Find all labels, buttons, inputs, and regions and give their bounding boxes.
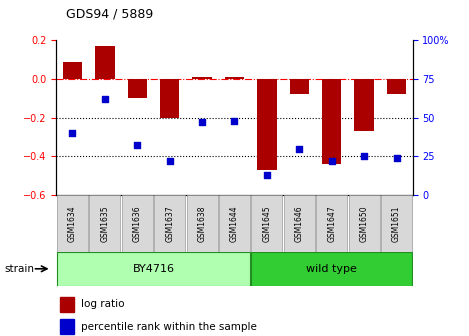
- Text: BY4716: BY4716: [132, 264, 174, 274]
- Bar: [122, 195, 153, 252]
- Bar: [60, 297, 74, 312]
- Bar: [381, 195, 412, 252]
- Bar: [219, 195, 250, 252]
- Text: GSM1634: GSM1634: [68, 205, 77, 242]
- Text: strain: strain: [5, 264, 35, 274]
- Text: GSM1651: GSM1651: [392, 205, 401, 242]
- Text: GSM1636: GSM1636: [133, 205, 142, 242]
- Bar: [89, 195, 121, 252]
- Bar: [128, 79, 147, 98]
- Bar: [322, 79, 341, 164]
- Text: GSM1645: GSM1645: [262, 205, 272, 242]
- Bar: [251, 195, 282, 252]
- Bar: [355, 79, 374, 131]
- Text: GSM1646: GSM1646: [295, 205, 304, 242]
- Bar: [95, 46, 114, 79]
- Bar: [160, 79, 180, 118]
- Bar: [192, 77, 212, 79]
- Point: [166, 158, 174, 164]
- Point: [360, 154, 368, 159]
- Bar: [63, 61, 82, 79]
- Bar: [57, 252, 250, 286]
- Bar: [348, 195, 380, 252]
- Point: [263, 172, 271, 177]
- Bar: [257, 79, 277, 170]
- Text: GSM1647: GSM1647: [327, 205, 336, 242]
- Point: [295, 146, 303, 151]
- Text: log ratio: log ratio: [81, 299, 125, 309]
- Text: percentile rank within the sample: percentile rank within the sample: [81, 322, 257, 332]
- Text: GSM1644: GSM1644: [230, 205, 239, 242]
- Point: [101, 96, 109, 102]
- Bar: [289, 79, 309, 94]
- Text: GDS94 / 5889: GDS94 / 5889: [66, 7, 153, 20]
- Text: GSM1637: GSM1637: [165, 205, 174, 242]
- Bar: [316, 195, 347, 252]
- Text: GSM1638: GSM1638: [197, 205, 207, 242]
- Bar: [57, 195, 88, 252]
- Bar: [154, 195, 185, 252]
- Bar: [187, 195, 218, 252]
- Bar: [225, 77, 244, 79]
- Text: wild type: wild type: [306, 264, 357, 274]
- Point: [198, 120, 206, 125]
- Point: [134, 143, 141, 148]
- Text: GSM1650: GSM1650: [360, 205, 369, 242]
- Point: [231, 118, 238, 123]
- Bar: [251, 252, 412, 286]
- Bar: [387, 79, 406, 94]
- Point: [69, 130, 76, 136]
- Point: [393, 155, 400, 161]
- Bar: [284, 195, 315, 252]
- Point: [328, 158, 335, 164]
- Bar: [60, 319, 74, 334]
- Text: GSM1635: GSM1635: [100, 205, 109, 242]
